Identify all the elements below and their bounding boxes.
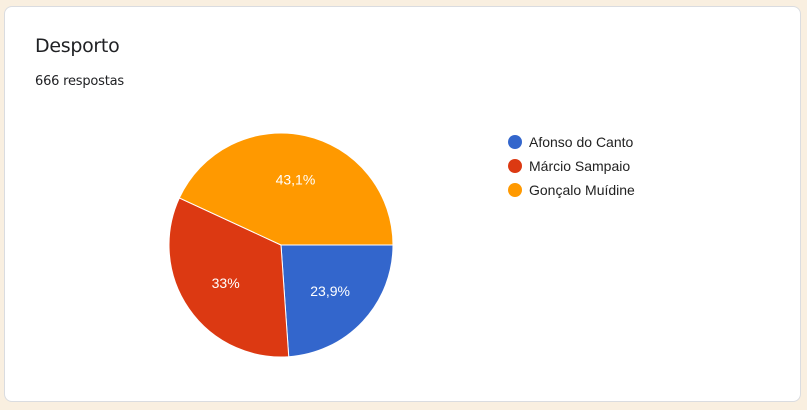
legend-label: Márcio Sampaio xyxy=(529,158,631,174)
pie-slice-3[interactable] xyxy=(178,132,394,246)
slice-label: 23,9% xyxy=(310,283,350,299)
response-count: 666 respostas xyxy=(35,74,124,89)
legend-item[interactable]: Márcio Sampaio xyxy=(508,154,635,178)
legend-swatch-icon xyxy=(508,183,522,197)
legend-item[interactable]: Afonso do Canto xyxy=(508,130,635,154)
legend-swatch-icon xyxy=(508,159,522,173)
pie-slice-1[interactable] xyxy=(280,244,394,358)
legend-label: Gonçalo Muídine xyxy=(529,182,635,198)
chart-card: Desporto 666 respostas xyxy=(4,6,801,402)
legend: Afonso do Canto Márcio Sampaio Gonçalo Muí… xyxy=(508,130,635,202)
legend-item[interactable]: Gonçalo Muídine xyxy=(508,178,635,202)
legend-swatch-icon xyxy=(508,135,522,149)
slice-label: 33% xyxy=(212,275,240,291)
pie-slice-2[interactable] xyxy=(168,197,290,358)
slice-label: 43,1% xyxy=(276,171,316,187)
legend-label: Afonso do Canto xyxy=(529,134,634,150)
question-title: Desporto xyxy=(35,35,120,57)
